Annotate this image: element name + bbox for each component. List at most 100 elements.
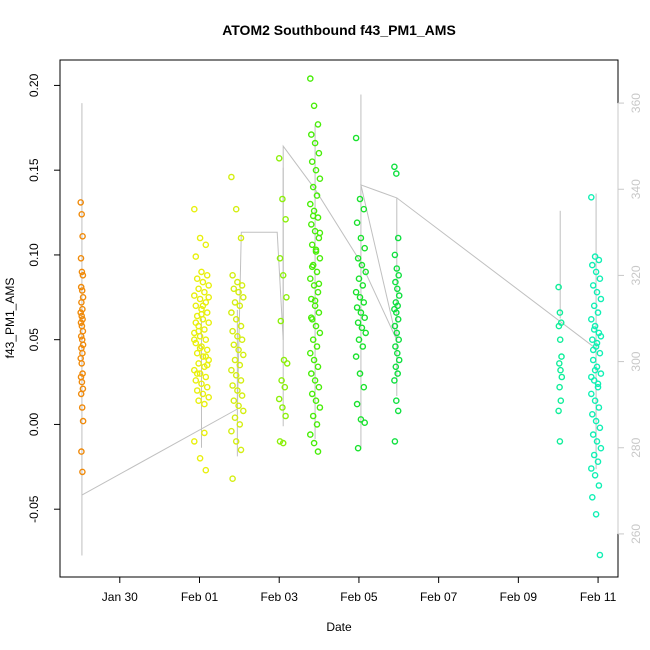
data-point <box>394 407 402 415</box>
data-point <box>79 315 86 323</box>
data-point <box>79 370 86 377</box>
data-point <box>78 378 86 386</box>
data-point <box>193 387 201 394</box>
data-point <box>312 166 320 174</box>
data-point <box>596 551 604 559</box>
data-point <box>308 263 316 271</box>
data-point <box>236 421 244 428</box>
data-point <box>313 421 321 428</box>
y-tick-label: -0.05 <box>27 495 41 523</box>
data-point <box>392 278 399 286</box>
data-point <box>238 282 246 289</box>
data-point <box>202 373 210 381</box>
data-point <box>202 353 210 360</box>
data-point <box>558 353 565 360</box>
data-point <box>235 402 242 410</box>
data-point <box>353 304 361 311</box>
data-point <box>359 343 367 350</box>
data-point <box>591 471 599 479</box>
data-point <box>313 268 321 276</box>
data-point <box>556 360 563 367</box>
data-point <box>361 419 369 427</box>
data-point <box>193 370 201 377</box>
data-point <box>306 349 314 357</box>
data-point <box>316 254 324 262</box>
data-point <box>229 271 236 279</box>
data-point <box>77 390 85 398</box>
data-point <box>202 241 210 249</box>
data-point <box>310 439 318 447</box>
y2-axis: 260 280 300 320 340 360 <box>617 93 643 544</box>
data-point <box>592 268 600 276</box>
data-point <box>352 353 360 360</box>
data-point <box>354 444 362 452</box>
data-point <box>228 427 235 435</box>
data-point <box>594 380 602 388</box>
data-point <box>591 253 599 260</box>
data-point <box>192 319 200 327</box>
x-axis: Jan 30 Feb 01 Feb 03 Feb 05 Feb 07 Feb 09 Feb … <box>102 576 617 604</box>
data-point <box>557 397 565 405</box>
data-point <box>202 336 210 344</box>
data-point <box>230 285 238 293</box>
data-point <box>310 102 318 110</box>
data-point <box>355 275 363 283</box>
x-tick-label: Feb 11 <box>580 590 617 604</box>
data-point <box>589 261 596 269</box>
data-point <box>352 134 360 142</box>
data-point <box>78 312 85 320</box>
data-point <box>238 336 246 344</box>
data-point <box>557 366 564 374</box>
data-point <box>192 339 200 347</box>
data-point <box>392 170 400 177</box>
data-point <box>239 407 247 415</box>
x-tick-label: Feb 07 <box>420 590 458 604</box>
data-point <box>307 314 315 322</box>
data-point <box>395 292 403 299</box>
data-point <box>590 302 598 310</box>
data-point <box>195 360 202 367</box>
data-point <box>309 212 317 220</box>
data-point <box>238 392 246 399</box>
data-point <box>556 383 563 391</box>
data-point <box>196 344 204 352</box>
data-point <box>281 383 289 391</box>
data-point <box>392 363 400 371</box>
data-point <box>588 193 595 201</box>
data-point <box>592 417 600 425</box>
data-point <box>392 343 399 350</box>
secondary-line <box>81 144 597 496</box>
data-point <box>391 251 399 259</box>
data-point <box>358 324 366 332</box>
data-point <box>232 315 240 323</box>
data-point <box>79 305 86 313</box>
data-point <box>353 219 361 226</box>
data-point <box>79 232 86 240</box>
x-tick-label: Feb 01 <box>181 590 219 604</box>
data-point <box>316 175 324 182</box>
data-point <box>205 293 212 301</box>
data-point <box>597 295 605 303</box>
x-tick-label: Feb 05 <box>340 590 378 604</box>
data-point <box>236 302 244 310</box>
data-point <box>203 383 211 391</box>
data-point <box>77 254 85 262</box>
data-point <box>237 234 245 242</box>
points-layer <box>77 75 605 559</box>
data-point <box>78 404 86 411</box>
data-point <box>588 315 595 323</box>
data-point <box>196 295 204 303</box>
data-point <box>555 322 563 330</box>
data-point <box>311 139 319 147</box>
data-point <box>278 377 285 384</box>
data-point <box>198 380 205 388</box>
data-point <box>556 438 564 445</box>
data-point <box>279 439 287 447</box>
data-point <box>589 410 596 418</box>
data-point <box>355 336 363 344</box>
data-point <box>231 414 239 422</box>
data-point <box>352 288 360 296</box>
data-point <box>307 131 315 138</box>
data-point <box>590 451 598 459</box>
data-point <box>594 383 602 391</box>
